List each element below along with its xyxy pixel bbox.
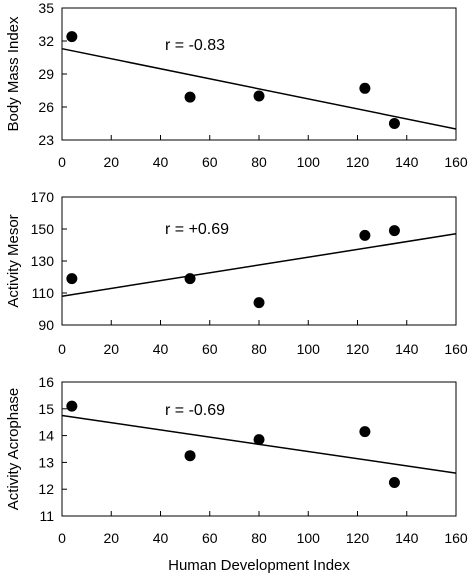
chart-panel-1: 0 20 40 60 80 100 120 140 160 23 26 29 32 35 Body Mass… [5, 0, 468, 170]
x-tick-label: 60 [202, 530, 218, 546]
y-tick-label: 32 [38, 33, 54, 49]
x-tick-label: 120 [346, 154, 370, 170]
data-point [66, 273, 78, 285]
y-tick-label: 23 [38, 132, 54, 148]
x-tick-label: 80 [251, 341, 267, 357]
y-tick-label: 15 [38, 401, 54, 417]
correlation-annotation: r = -0.83 [165, 37, 225, 54]
data-point [253, 434, 265, 446]
data-point [184, 273, 196, 285]
x-tick-label: 40 [153, 341, 169, 357]
y-axis-label: Activity Mesor [5, 214, 22, 307]
x-tick-label: 0 [58, 341, 66, 357]
y-tick-label: 130 [31, 253, 55, 269]
x-axis-label: Human Development Index [168, 557, 350, 574]
x-tick-label: 160 [444, 154, 468, 170]
y-tick-label: 170 [31, 189, 55, 205]
y-axis-label: Activity Acrophase [5, 388, 22, 511]
x-tick-label: 20 [103, 154, 119, 170]
x-tick-label: 60 [202, 341, 218, 357]
x-tick-label: 20 [103, 341, 119, 357]
x-tick-label: 0 [58, 154, 66, 170]
data-point [359, 426, 371, 438]
regression-line [61, 47, 457, 130]
x-tick-label: 100 [297, 154, 321, 170]
x-tick-label: 60 [202, 154, 218, 170]
y-axis-label: Body Mass Index [5, 16, 22, 132]
y-tick-label: 29 [38, 66, 54, 82]
y-tick-label: 14 [38, 428, 54, 444]
y-tick-label: 35 [38, 0, 54, 16]
data-point [184, 450, 196, 462]
data-point [66, 31, 78, 43]
x-tick-label: 20 [103, 530, 119, 546]
x-tick-label: 140 [395, 341, 419, 357]
plot-frame [61, 381, 457, 517]
x-tick-label: 120 [346, 341, 370, 357]
x-tick-label: 160 [444, 530, 468, 546]
x-tick-label: 100 [297, 341, 321, 357]
x-tick-label: 80 [251, 530, 267, 546]
x-tick-label: 120 [346, 530, 370, 546]
data-point [359, 82, 371, 94]
y-tick-label: 110 [32, 285, 55, 301]
x-tick-label: 40 [153, 154, 169, 170]
regression-line [61, 233, 457, 297]
data-point [253, 90, 265, 102]
data-point [388, 225, 400, 237]
x-tick-label: 100 [297, 530, 321, 546]
data-point [388, 118, 400, 129]
x-tick-label: 140 [395, 530, 419, 546]
x-tick-label: 40 [153, 530, 169, 546]
data-point [359, 229, 371, 241]
y-tick-label: 90 [38, 317, 54, 333]
data-point [253, 297, 265, 309]
chart-panel-3: 0 20 40 60 80 100 120 140 160 11 12 13 14 15 16 Activit… [5, 374, 468, 574]
y-tick-label: 12 [38, 481, 54, 497]
y-tick-label: 26 [38, 99, 54, 115]
data-point [388, 477, 400, 488]
y-tick-label: 13 [38, 454, 54, 470]
y-tick-label: 11 [39, 508, 54, 524]
x-tick-label: 80 [251, 154, 267, 170]
correlation-annotation: r = -0.69 [165, 402, 225, 419]
y-tick-label: 16 [38, 374, 54, 390]
y-tick-label: 150 [31, 221, 55, 237]
data-point [184, 91, 196, 103]
x-tick-label: 0 [58, 530, 66, 546]
x-tick-label: 140 [395, 154, 419, 170]
x-tick-label: 160 [444, 341, 468, 357]
chart-panel-2: 0 20 40 60 80 100 120 140 160 90 110 130 150 170 Activ… [5, 189, 468, 357]
correlation-annotation: r = +0.69 [165, 221, 229, 238]
data-point [66, 400, 78, 412]
